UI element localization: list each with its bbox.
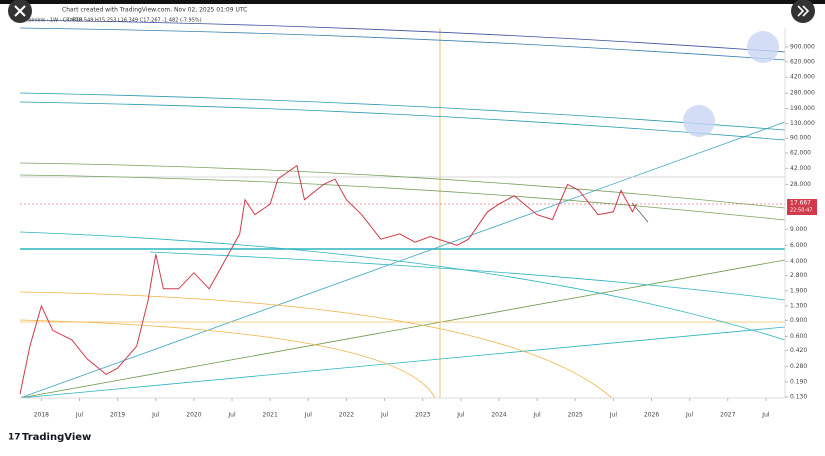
x-tick-label: Jul <box>761 412 770 419</box>
y-tick-label: 0.900 <box>790 317 807 324</box>
y-tick-label: 0.420 <box>790 347 807 354</box>
x-tick-label: 2022 <box>339 412 354 419</box>
x-tick-label: 2027 <box>720 412 735 419</box>
x-tick-label: 2025 <box>568 412 583 419</box>
brand: TradingView <box>22 432 91 443</box>
x-tick-label: 2021 <box>263 412 278 419</box>
y-tick-label: 0.190 <box>790 378 807 385</box>
countdown: 22:50:47 <box>790 208 812 214</box>
y-tick-label: 90.000 <box>790 135 811 142</box>
x-tick-label: Jul <box>609 412 618 419</box>
y-tick-label: 1.900 <box>790 287 807 294</box>
y-tick-label: 62.000 <box>790 149 811 156</box>
logo-mark: 17 <box>8 433 21 443</box>
next-icon <box>797 5 810 17</box>
y-tick-label: 1.300 <box>790 302 807 309</box>
y-tick-label: 9.000 <box>790 226 807 233</box>
x-tick-label: 2023 <box>415 412 430 419</box>
chart-title: Chart created with TradingView.com, Nov … <box>62 7 247 14</box>
top-bar <box>0 0 825 4</box>
price-line-series <box>19 164 637 395</box>
x-tick-label: 2026 <box>644 412 659 419</box>
y-tick-label: 0.600 <box>790 333 807 340</box>
close-icon <box>14 5 26 17</box>
x-tick-label: Jul <box>151 412 160 419</box>
x-tick-label: Jul <box>456 412 465 419</box>
symbol: Chainlink · 1W · CRYPTO <box>22 18 83 24</box>
y-tick-label: 2.800 <box>790 272 807 279</box>
x-tick-label: Jul <box>532 412 541 419</box>
x-tick-label: 2018 <box>34 412 49 419</box>
y-tick-label: 6.000 <box>790 242 807 249</box>
y-tick-label: 28.000 <box>790 181 811 188</box>
y-tick-label: 4.000 <box>790 258 807 265</box>
price-tag <box>787 199 817 215</box>
x-tick-label: Jul <box>227 412 236 419</box>
y-tick-label: 280.000 <box>790 90 815 97</box>
x-tick-label: Jul <box>304 412 313 419</box>
y-tick-label: 620.000 <box>790 58 815 65</box>
x-tick-label: Jul <box>685 412 694 419</box>
y-tick-label: 42.000 <box>790 165 811 172</box>
y-tick-label: 900.000 <box>790 44 815 51</box>
x-tick-label: Jul <box>380 412 389 419</box>
y-tick-label: 0.280 <box>790 363 807 370</box>
x-tick-label: 2020 <box>186 412 201 419</box>
x-tick-label: 2019 <box>110 412 125 419</box>
y-tick-label: 130.000 <box>790 120 815 127</box>
x-tick-label: Jul <box>75 412 84 419</box>
y-tick-label: 190.000 <box>790 105 815 112</box>
x-tick-label: 2024 <box>491 412 506 419</box>
price-label: 17.667 <box>790 200 811 207</box>
y-tick-label: 0.130 <box>790 394 807 401</box>
y-tick-label: 420.000 <box>790 74 815 81</box>
ohlc: O18.549 H15.253 L16.349 C17.267 -1.482 (… <box>72 18 202 24</box>
drawings <box>19 19 786 399</box>
